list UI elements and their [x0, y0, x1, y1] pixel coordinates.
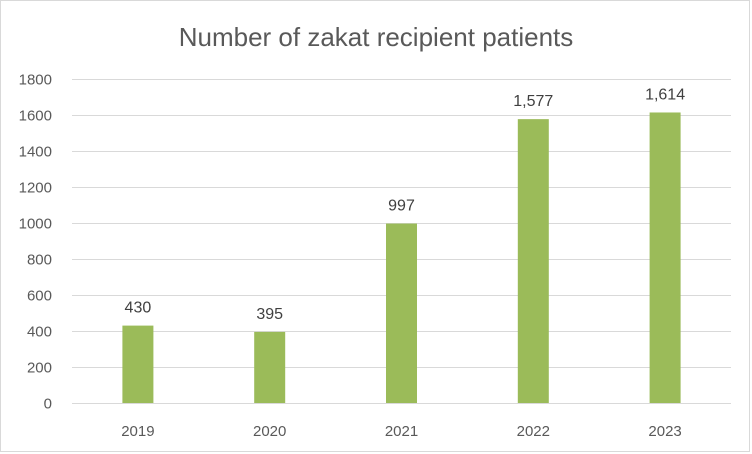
- gridlines: [72, 79, 731, 404]
- bar-2019: [122, 325, 154, 403]
- y-tick-label: 1000: [19, 216, 52, 233]
- y-tick-label: 1600: [19, 108, 52, 125]
- chart-title: Number of zakat recipient patients: [179, 22, 574, 52]
- y-tick-label: 800: [27, 252, 52, 269]
- data-label-2020: 395: [256, 306, 283, 323]
- y-tick-label: 200: [27, 360, 52, 377]
- y-tick-label: 1200: [19, 180, 52, 197]
- y-tick-label: 1800: [19, 72, 52, 89]
- bar-2020: [254, 331, 286, 403]
- x-tick-label: 2023: [648, 423, 681, 440]
- y-tick-label: 400: [27, 324, 52, 341]
- x-tick-label: 2019: [121, 423, 154, 440]
- data-label-2019: 430: [125, 300, 152, 317]
- bar-2023: [649, 112, 681, 403]
- x-tick-label: 2021: [385, 423, 418, 440]
- data-labels: 430 395 997 1,577 1,614: [125, 86, 686, 322]
- bar-2021: [386, 223, 417, 403]
- x-tick-label: 2022: [517, 423, 550, 440]
- y-tick-label: 600: [27, 288, 52, 305]
- bars: [122, 112, 681, 403]
- y-tick-label: 1400: [19, 144, 52, 161]
- y-tick-label: 0: [44, 396, 52, 413]
- bar-2022: [517, 119, 549, 403]
- x-axis-ticks: 2019 2020 2021 2022 2023: [121, 423, 682, 440]
- data-label-2022: 1,577: [513, 93, 553, 110]
- data-label-2021: 997: [388, 198, 415, 215]
- x-tick-label: 2020: [253, 423, 286, 440]
- data-label-2023: 1,614: [645, 86, 685, 103]
- y-axis-ticks: 0 200 400 600 800 1000 1200 1400 1600 1800: [19, 72, 52, 413]
